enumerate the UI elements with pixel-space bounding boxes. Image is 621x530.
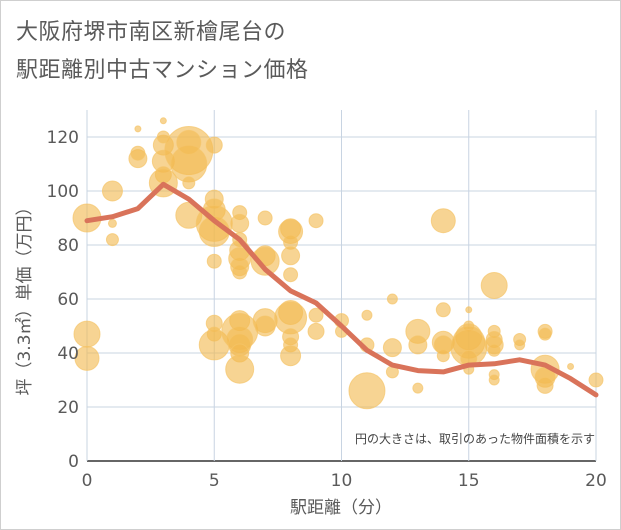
- chart-title-line1: 大阪府堺市南区新檜尾台の: [16, 20, 287, 45]
- bubble-point: [435, 302, 451, 318]
- bubble-point: [361, 309, 373, 321]
- bubble-point: [465, 306, 473, 314]
- bubble-point: [386, 293, 398, 305]
- bubble-point: [487, 343, 501, 357]
- bubble-point: [206, 253, 222, 269]
- bubble-point: [567, 363, 575, 370]
- bubble-point: [105, 233, 119, 247]
- y-tick-label: 0: [68, 452, 79, 472]
- bubble-point: [514, 339, 526, 351]
- y-tick-label: 80: [57, 236, 79, 256]
- bubble-point: [536, 376, 554, 394]
- trend-line: [84, 181, 599, 398]
- bubble-point: [307, 322, 325, 340]
- bubble-point: [308, 213, 324, 229]
- bubble-point: [205, 136, 223, 154]
- y-tick-label: 20: [57, 398, 79, 418]
- x-tick-label: 10: [331, 471, 353, 491]
- y-tick-label: 60: [57, 290, 79, 310]
- bubble-point: [130, 145, 146, 161]
- y-axis-label: 坪（3.3㎡）単価（万円）: [15, 198, 35, 395]
- bubble-point: [232, 264, 248, 280]
- bubble-point: [436, 349, 450, 363]
- bubble-point: [107, 218, 117, 228]
- y-tick-label: 120: [47, 128, 79, 148]
- bubble-point: [382, 338, 402, 358]
- bubble-point: [588, 372, 604, 388]
- bubble-point: [225, 354, 255, 384]
- bubble-point: [488, 374, 500, 386]
- bubble-point: [408, 335, 428, 355]
- bubble-layer: [72, 117, 604, 410]
- y-tick-labels: 0 20 40 60 80 100 120: [47, 128, 79, 472]
- bubble-point: [281, 246, 301, 266]
- bubble-point: [257, 210, 273, 226]
- x-tick-label: 20: [585, 471, 607, 491]
- x-tick-label: 15: [458, 471, 480, 491]
- x-tick-labels: 0 5 10 15 20: [82, 471, 607, 491]
- bubble-point: [254, 315, 276, 337]
- bubble-point: [412, 382, 424, 394]
- x-tick-label: 0: [82, 471, 93, 491]
- bubble-point: [182, 176, 196, 190]
- y-tick-label: 100: [47, 182, 79, 202]
- bubble-point: [280, 345, 302, 367]
- bubble-point: [176, 129, 202, 155]
- x-tick-label: 5: [209, 471, 220, 491]
- bubble-point: [430, 208, 456, 234]
- bubble-point: [74, 345, 100, 371]
- bubble-point: [308, 307, 324, 323]
- bubble-point: [283, 267, 299, 283]
- y-tick-label: 40: [57, 344, 79, 364]
- chart-title-line2: 駅距離別中古マンション価格: [16, 58, 309, 83]
- size-annotation: 円の大きさは、取引のあった物件面積を示す: [355, 431, 595, 446]
- bubble-point: [348, 372, 386, 410]
- bubble-point: [159, 117, 167, 125]
- bubble-point: [101, 180, 123, 202]
- bubble-point: [230, 213, 250, 233]
- bubble-point: [480, 272, 508, 299]
- bubble-point: [538, 327, 552, 341]
- bubble-point: [134, 125, 142, 133]
- x-axis-label: 駅距離（分）: [290, 498, 392, 518]
- bubble-point: [250, 246, 280, 276]
